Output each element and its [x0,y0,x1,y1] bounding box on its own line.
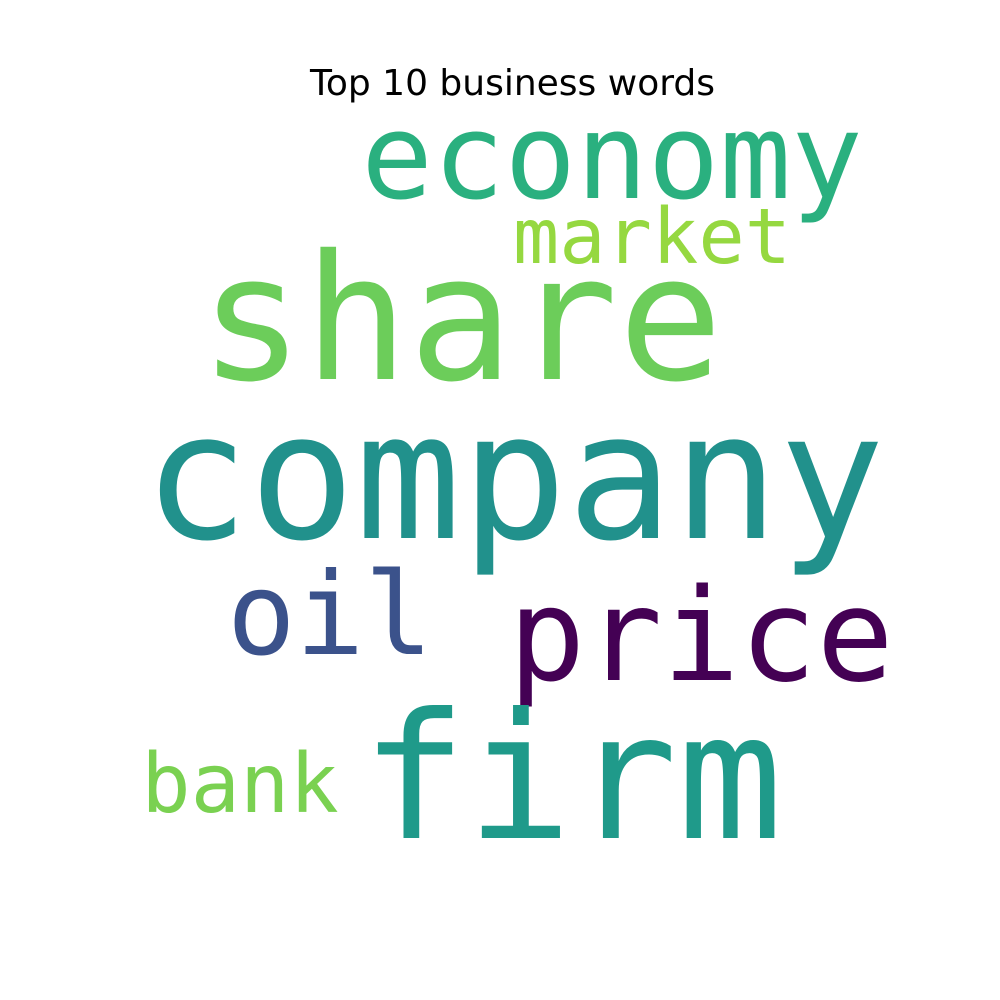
word-price: price [508,562,893,711]
word-economy: economy [361,89,863,227]
word-firm: firm [361,677,782,880]
word-bank: bank [141,737,338,832]
chart-title: Top 10 business words [309,63,716,104]
word-market: market [513,193,791,282]
word-share: share [199,218,723,421]
word-company: company [143,375,885,580]
word-oil: oil [227,548,433,681]
